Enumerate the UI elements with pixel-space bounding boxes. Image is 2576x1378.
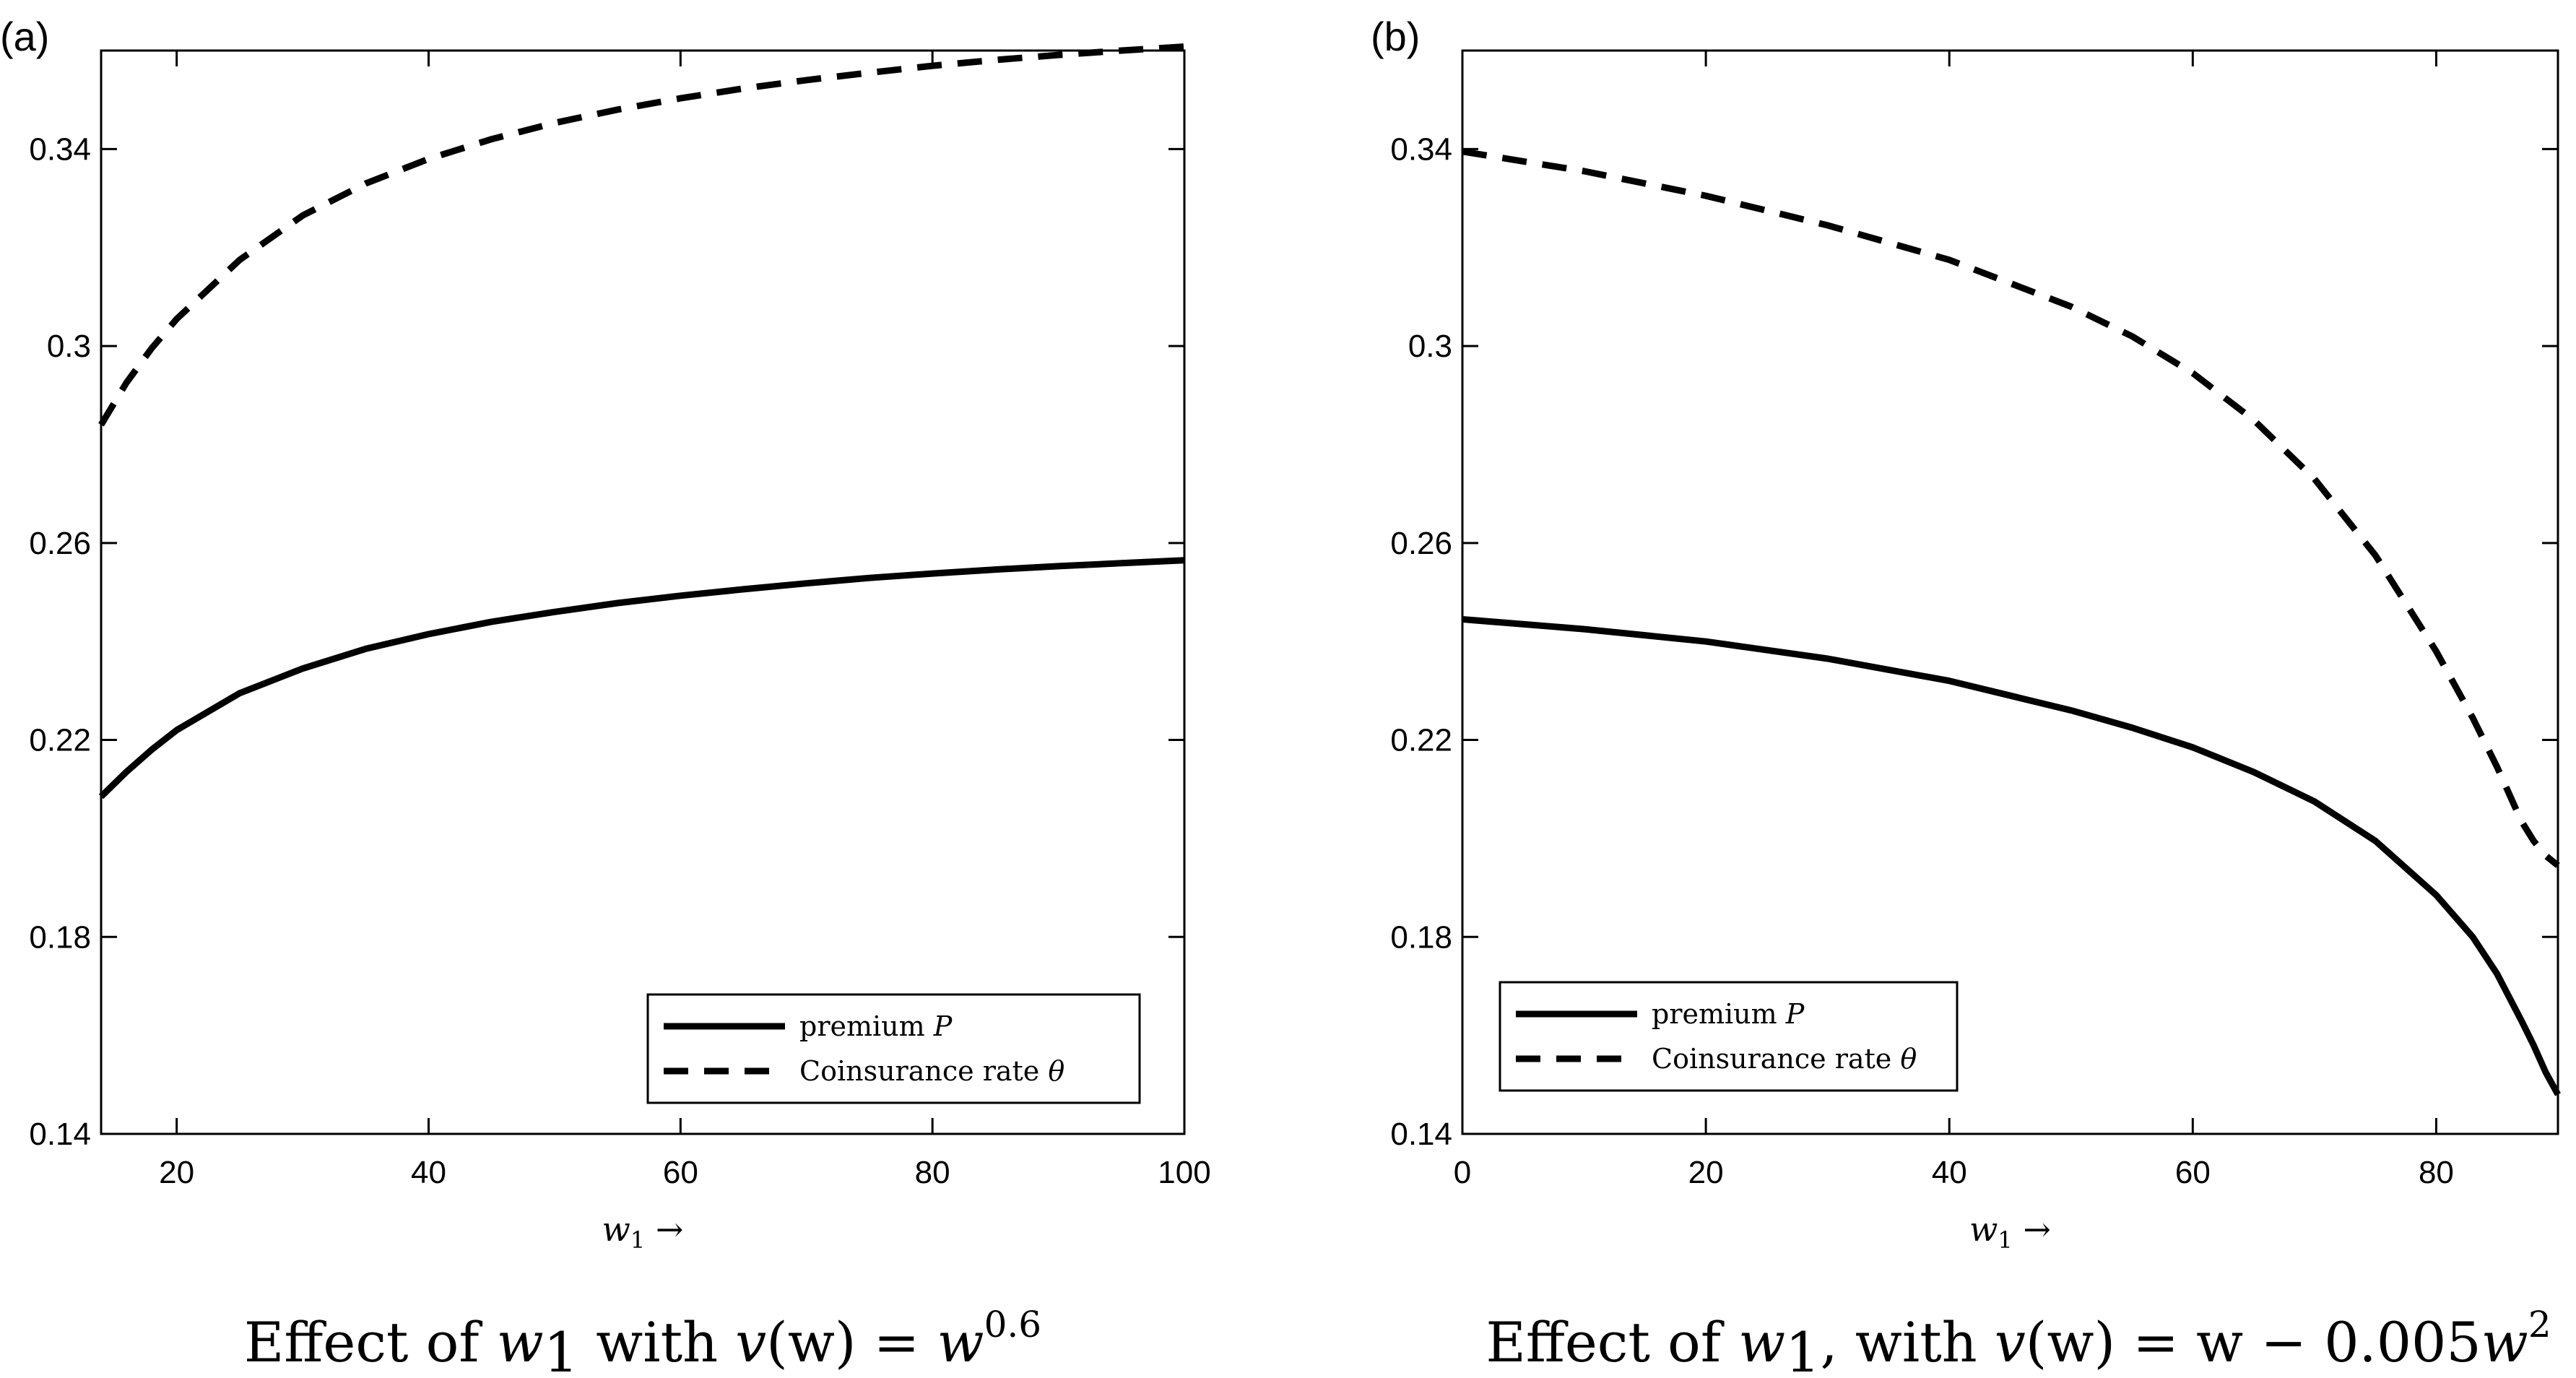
- x-tick-label: 20: [1688, 1155, 1724, 1190]
- x-tick-label: 0: [1454, 1155, 1471, 1190]
- y-tick-label: 0.26: [29, 526, 91, 561]
- series-premium-line: [1462, 616, 2561, 1096]
- panel-caption: Effect of w1, with v(w) = w − 0.005w2: [1486, 1304, 2551, 1378]
- panel-a: (a) 0.14 0.18 0.22 0.26 0.3 0.34 20 40 60 80 100 w1 …: [0, 14, 1211, 1378]
- panel-label: (b): [1371, 14, 1420, 59]
- x-tick-label: 80: [915, 1155, 950, 1190]
- axes-frame: [1461, 49, 2559, 1135]
- y-tick-label: 0.14: [29, 1117, 91, 1152]
- legend-entry-label: premium P: [1652, 998, 1805, 1030]
- y-tick-label: 0.34: [29, 131, 91, 167]
- legend: premium P Coinsurance rate θ: [1499, 981, 1959, 1092]
- panel-label: (a): [0, 14, 49, 59]
- x-tick-label: 80: [2419, 1155, 2454, 1190]
- x-tick-label: 60: [663, 1155, 698, 1190]
- y-tick-label: 0.26: [1390, 526, 1452, 561]
- legend: premium P Coinsurance rate θ: [646, 993, 1141, 1104]
- y-tick-label: 0.18: [1390, 919, 1452, 955]
- y-tick-label: 0.18: [29, 919, 91, 955]
- y-tick-label: 0.22: [1390, 723, 1452, 758]
- x-tick-label: 40: [1932, 1155, 1967, 1190]
- y-tick-label: 0.3: [47, 329, 91, 364]
- x-tick-label: 20: [159, 1155, 194, 1190]
- axes-frame: [100, 49, 1186, 1135]
- panel-caption: Effect of w1 with v(w) = w0.6: [244, 1304, 1041, 1378]
- y-tick-label: 0.14: [1390, 1117, 1452, 1152]
- x-tick-label: 100: [1158, 1155, 1210, 1190]
- legend-entry-label: premium P: [799, 1010, 953, 1042]
- legend-box: [646, 993, 1141, 1104]
- x-tick-label: 60: [2175, 1155, 2211, 1190]
- legend-entry-label: Coinsurance rate θ: [1652, 1043, 1917, 1075]
- legend-entry-label: Coinsurance rate θ: [799, 1055, 1064, 1087]
- x-tick-label: 40: [411, 1155, 446, 1190]
- legend-box: [1499, 981, 1959, 1092]
- series-coinsurance-line: [1462, 148, 2560, 868]
- x-axis-label: w1 →: [602, 1210, 684, 1254]
- series-premium-line: [98, 557, 1185, 800]
- series-coinsurance-line: [98, 43, 1185, 427]
- y-tick-label: 0.3: [1408, 329, 1452, 364]
- x-axis-label: w1 →: [1969, 1210, 2051, 1254]
- y-tick-label: 0.34: [1390, 131, 1452, 167]
- panel-b: (b) 0.14 0.18 0.22 0.26 0.3 0.34 0 20 40 60 80 w1 → p…: [1371, 14, 2561, 1378]
- y-tick-label: 0.22: [29, 723, 91, 758]
